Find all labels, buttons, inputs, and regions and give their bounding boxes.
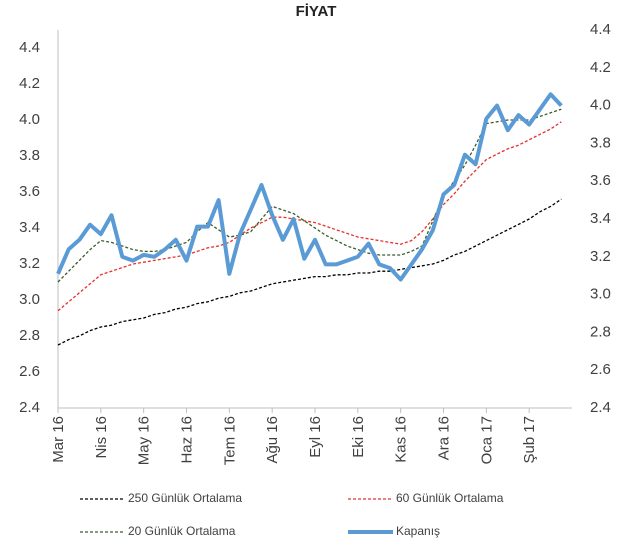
x-tick-label: Şub 17 — [521, 416, 538, 464]
x-tick-label: Mar 16 — [50, 416, 67, 463]
x-tick-label: Ara 16 — [435, 416, 452, 460]
y-tick-label: 2.8 — [19, 327, 40, 344]
x-tick-label: Ağu 16 — [264, 416, 281, 464]
y-tick-label: 3.4 — [19, 219, 40, 236]
y-tick-label: 2.4 — [19, 399, 40, 416]
series-line — [57, 198, 562, 346]
legend-label: 250 Günlük Ortalama — [128, 491, 242, 505]
x-tick-label: Nis 16 — [93, 416, 110, 459]
y2-tick-label: 2.8 — [590, 323, 611, 340]
y2-tick-label: 3.2 — [590, 248, 611, 265]
x-tick-label: Tem 16 — [221, 416, 238, 465]
y2-tick-label: 2.6 — [590, 361, 611, 378]
x-tick-label: Oca 17 — [478, 416, 495, 464]
x-tick-label: Eyl 16 — [307, 416, 324, 458]
x-tick-label: Kas 16 — [393, 416, 410, 463]
legend-label: 60 Günlük Ortalama — [396, 491, 504, 505]
y-tick-label: 3.2 — [19, 255, 40, 272]
y-tick-label: 3.6 — [19, 183, 40, 200]
chart-title: FİYAT — [296, 3, 337, 20]
series-line — [57, 108, 562, 283]
legend-label: Kapanış — [396, 524, 440, 538]
series-line — [56, 92, 563, 282]
legend-label: 20 Günlük Ortalama — [128, 524, 236, 538]
x-tick-label: Eki 16 — [350, 416, 367, 458]
x-tick-label: Haz 16 — [178, 416, 195, 464]
y-tick-label: 3.8 — [19, 147, 40, 164]
y2-tick-label: 3.6 — [590, 172, 611, 189]
y2-tick-label: 3.8 — [590, 134, 611, 151]
y2-tick-label: 4.2 — [590, 59, 611, 76]
y-tick-label: 3.0 — [19, 291, 40, 308]
series-line — [57, 121, 562, 312]
y-tick-label: 4.4 — [19, 39, 40, 56]
y2-tick-label: 2.4 — [590, 399, 611, 416]
y2-tick-label: 3.0 — [590, 286, 611, 303]
y2-tick-label: 4.4 — [590, 21, 611, 38]
x-tick-label: May 16 — [136, 416, 153, 465]
y-tick-label: 2.6 — [19, 363, 40, 380]
y-tick-label: 4.0 — [19, 111, 40, 128]
y2-tick-label: 4.0 — [590, 97, 611, 114]
y-tick-label: 4.2 — [19, 75, 40, 92]
y2-tick-label: 3.4 — [590, 210, 611, 227]
